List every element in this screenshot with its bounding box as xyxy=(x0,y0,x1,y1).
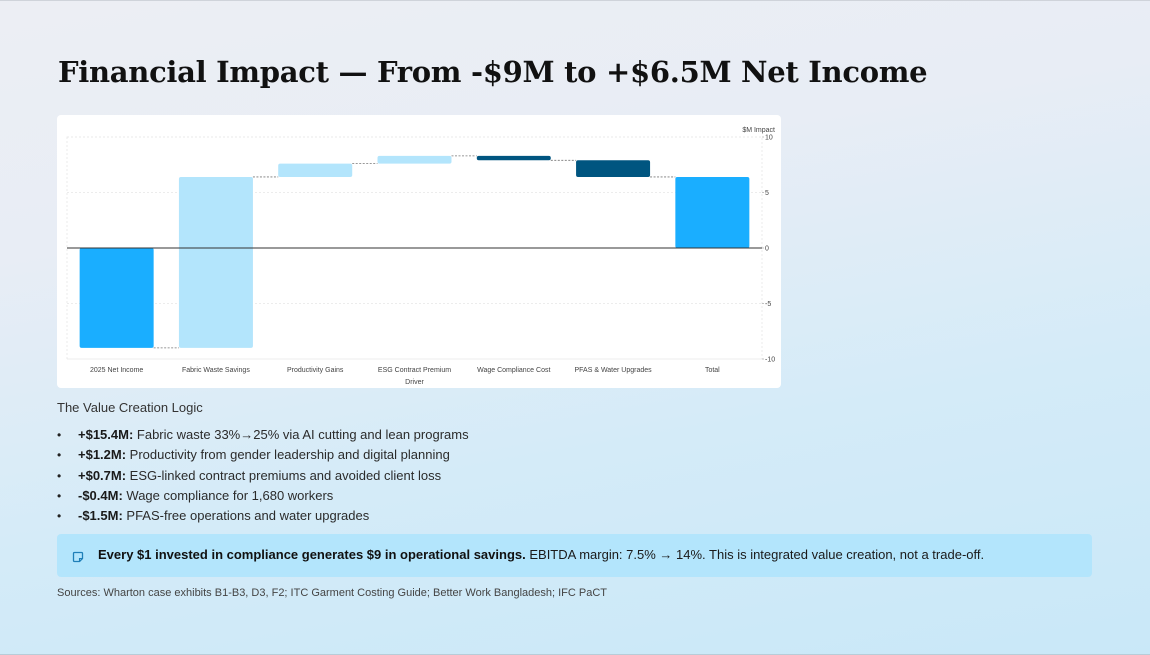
sources-note: Sources: Wharton case exhibits B1-B3, D3… xyxy=(57,587,608,599)
bullet-amount: -$1.5M: xyxy=(78,508,123,524)
page-title: Financial Impact — From -$9M to +$6.5M N… xyxy=(58,55,928,89)
bullet-text: ESG-linked contract premiums and avoided… xyxy=(126,467,442,483)
x-tick-label: Productivity Gains xyxy=(287,367,344,374)
y-tick-label: -10 xyxy=(765,357,775,364)
x-tick-label: Fabric Waste Savings xyxy=(182,367,250,374)
waterfall-chart: 10 5 0 -5 -10 $M Impact 2025 Net Income Fabric … xyxy=(57,115,781,388)
bullet-amount: +$0.7M: xyxy=(78,467,127,483)
bullet-text: Wage compliance for 1,680 workers xyxy=(122,487,334,503)
bar-total xyxy=(675,176,750,248)
bar-pfas-water-upgrades xyxy=(576,160,651,177)
x-axis-label: Driver xyxy=(405,379,424,386)
y-tick-label: 5 xyxy=(765,190,769,197)
bullet-icon: • xyxy=(57,468,62,483)
y-tick-label: 0 xyxy=(765,246,769,253)
callout-text: Every $1 invested in compliance generate… xyxy=(98,547,984,562)
bullet-icon: • xyxy=(57,509,62,524)
list-item: • +$0.7M: ESG-linked contract premiums an… xyxy=(57,466,469,486)
x-tick-label: Total xyxy=(705,367,720,374)
bullet-icon: • xyxy=(57,428,62,442)
bullet-amount: -$0.4M: xyxy=(78,487,123,503)
bullet-text: PFAS-free operations and water upgrades xyxy=(122,508,370,524)
x-tick-label: Wage Compliance Cost xyxy=(477,367,550,374)
chart-canvas: 10 5 0 -5 -10 $M Impact 2025 Net Income Fabric … xyxy=(66,127,775,386)
callout-bold: Every $1 invested in compliance generate… xyxy=(98,547,526,562)
bullet-amount: +$15.4M: xyxy=(78,427,134,442)
bullet-amount: +$1.2M: xyxy=(78,447,127,463)
top-border xyxy=(0,0,1150,1)
section-heading: The Value Creation Logic xyxy=(57,400,203,415)
list-item: • -$1.5M: PFAS-free operations and water … xyxy=(57,506,469,526)
y-tick-label: -5 xyxy=(765,301,771,308)
bullet-icon: • xyxy=(57,448,62,463)
bar-productivity-gains xyxy=(278,163,353,177)
bar-2025-net-income xyxy=(79,248,154,348)
bullet-icon: • xyxy=(57,488,62,503)
key-insight-callout: Every $1 invested in compliance generate… xyxy=(57,534,1092,577)
list-item: • -$0.4M: Wage compliance for 1,680 worke… xyxy=(57,486,469,506)
x-tick-label: 2025 Net Income xyxy=(90,367,143,374)
sticky-note-icon xyxy=(72,551,84,563)
y-tick-label: 10 xyxy=(765,135,773,142)
callout-detail: EBITDA margin: 7.5% → 14%. This is integ… xyxy=(525,547,985,562)
x-tick-label: PFAS & Water Upgrades xyxy=(574,367,652,374)
bullet-text: Fabric waste 33%→25% via AI cutting and … xyxy=(133,427,469,442)
x-tick-label: ESG Contract Premium xyxy=(378,367,451,374)
bullet-text: Productivity from gender leadership and … xyxy=(126,447,450,463)
bar-fabric-waste-savings xyxy=(178,176,253,348)
bar-esg-contract-premium xyxy=(377,155,452,164)
bar-wage-compliance-cost xyxy=(476,155,551,161)
value-logic-list: • +$15.4M: Fabric waste 33%→25% via AI cu… xyxy=(57,425,469,526)
list-item: • +$15.4M: Fabric waste 33%→25% via AI cu… xyxy=(57,425,469,445)
y-axis-label: $M Impact xyxy=(742,127,775,134)
list-item: • +$1.2M: Productivity from gender leader… xyxy=(57,445,469,465)
